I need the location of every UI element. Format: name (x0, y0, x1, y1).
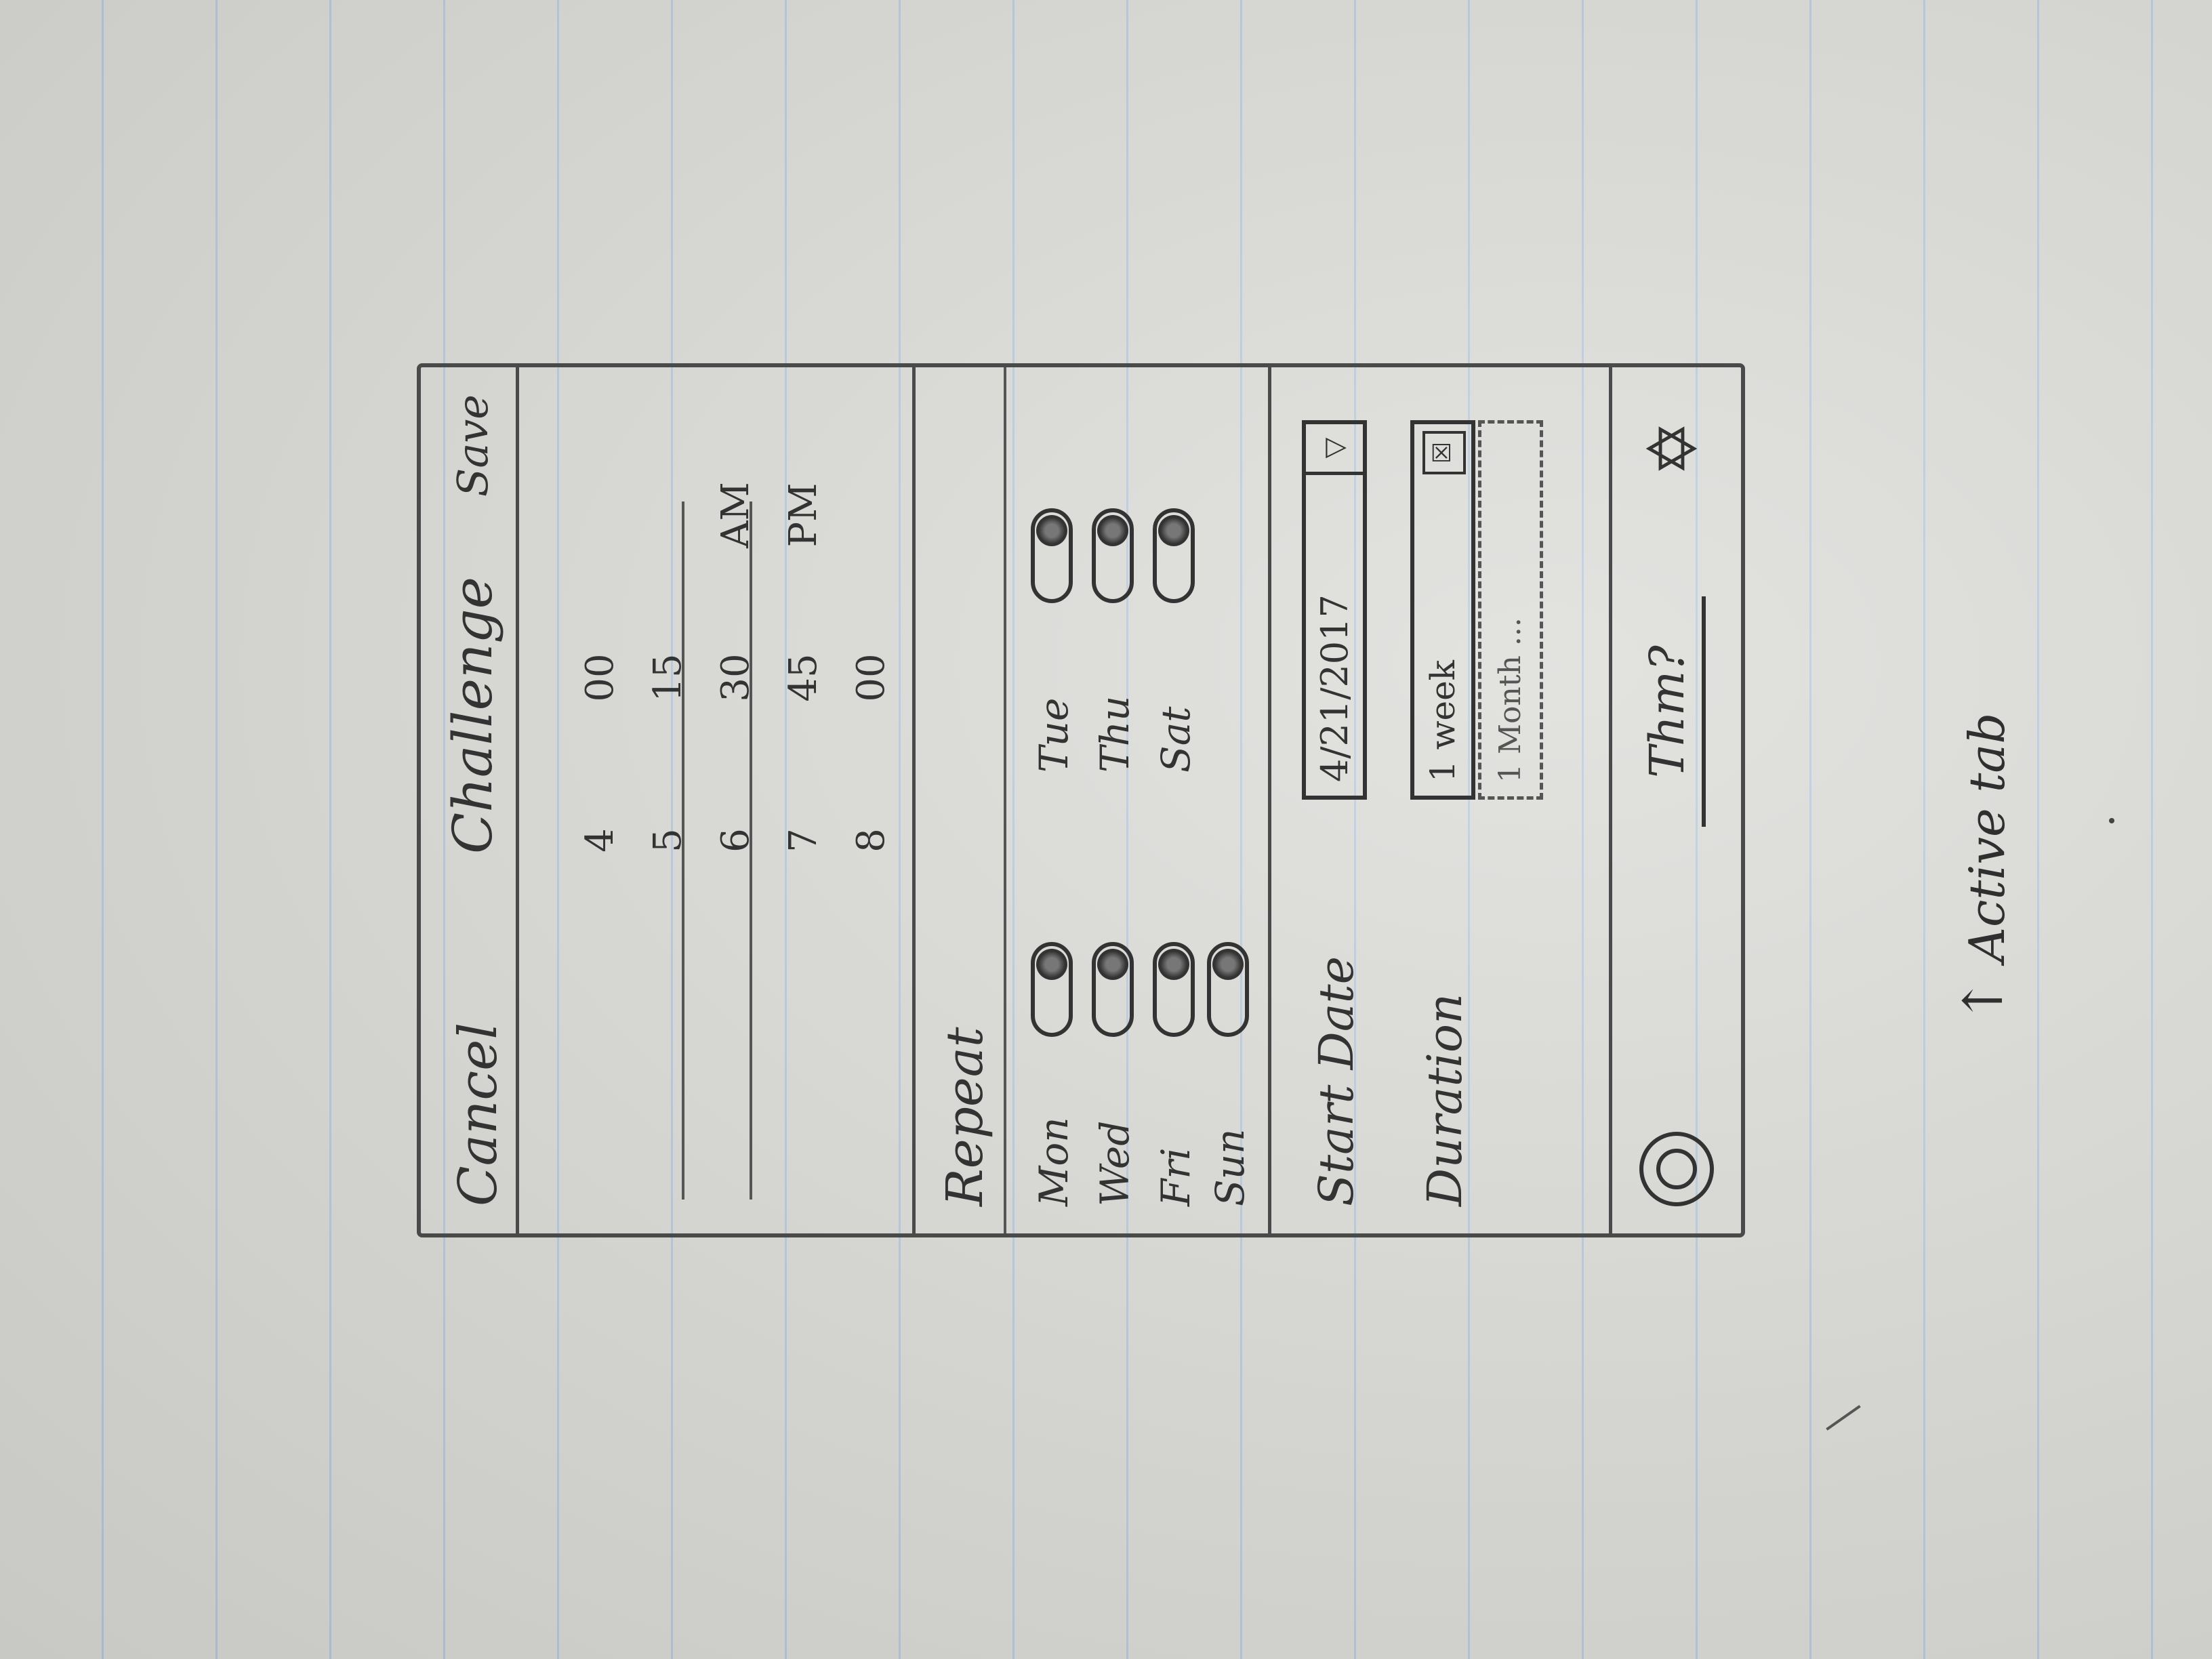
phone-sketch: Cancel Challenge Save 4 5 6 7 8 00 15 30… (417, 363, 1745, 1237)
repeat-label: Repeat (936, 1027, 994, 1206)
toggle-knob (1036, 949, 1067, 980)
day-label: Wed (1092, 1120, 1138, 1206)
pencil-dot (2109, 818, 2114, 823)
annotation-note: Active tab (1959, 712, 2015, 962)
minute-option-selected[interactable]: 30 (714, 653, 758, 702)
meridiem-option[interactable]: PM (781, 483, 825, 548)
toggle-thu[interactable] (1092, 508, 1134, 603)
tab-active[interactable]: Thm? (1639, 596, 1706, 827)
start-date-field[interactable]: 4/21/2017 ▽ (1302, 420, 1367, 800)
start-date-label: Start Date (1309, 956, 1364, 1206)
hour-option[interactable]: 7 (781, 828, 825, 853)
time-picker[interactable]: 4 5 6 7 8 00 15 30 45 00 AM PM (519, 367, 916, 1233)
minute-wheel[interactable]: 00 15 30 45 00 (567, 637, 905, 718)
toggle-sun[interactable] (1207, 942, 1249, 1037)
duration-field[interactable]: 1 week ☒ (1410, 420, 1475, 800)
toggle-knob (1158, 515, 1189, 546)
save-button[interactable]: Save (448, 394, 497, 497)
meridiem-option-selected[interactable]: AM (714, 482, 758, 548)
page-title: Challenge (441, 576, 504, 854)
minute-option[interactable]: 00 (578, 653, 622, 702)
toggle-tue[interactable] (1031, 508, 1073, 603)
minute-option[interactable]: 15 (646, 653, 690, 702)
toggle-mon[interactable] (1031, 942, 1073, 1037)
toggle-wed[interactable] (1092, 942, 1134, 1037)
start-date-value: 4/21/2017 (1313, 594, 1356, 782)
day-label: Thu (1092, 695, 1138, 773)
duration-dropdown-option[interactable]: 1 Month ... (1478, 420, 1543, 800)
duration-label: Duration (1417, 993, 1473, 1206)
minute-option[interactable]: 00 (849, 653, 893, 702)
repeat-section: Repeat Mon Tue Wed Thu Fri Sat Sun (916, 367, 1271, 1233)
day-label: Mon (1031, 1117, 1077, 1206)
toggle-knob (1097, 949, 1128, 980)
day-label: Sat (1153, 706, 1199, 773)
hour-option-selected[interactable]: 6 (714, 828, 758, 853)
toggle-knob (1097, 515, 1128, 546)
duration-value: 1 week (1423, 660, 1462, 782)
clear-icon[interactable]: ☒ (1422, 431, 1466, 474)
header-bar: Cancel Challenge Save (421, 367, 519, 1233)
toggle-knob (1158, 949, 1189, 980)
hour-option[interactable]: 8 (849, 828, 893, 853)
hour-option[interactable]: 5 (646, 828, 690, 853)
day-label: Fri (1153, 1147, 1199, 1206)
toggle-sat[interactable] (1153, 508, 1195, 603)
tab-bar: Thm? ✡ (1609, 367, 1741, 1233)
toggle-knob (1036, 515, 1067, 546)
arrow-icon: ↑ (1952, 977, 2015, 1023)
dropdown-arrow-icon[interactable]: ▽ (1306, 424, 1363, 475)
day-label: Tue (1031, 697, 1077, 773)
day-label: Sun (1207, 1128, 1253, 1206)
repeat-divider (1004, 367, 1006, 1233)
annotation: ↑ Active tab (1837, 713, 2175, 1023)
star-icon[interactable]: ✡ (1633, 420, 1713, 477)
cancel-button[interactable]: Cancel (448, 1022, 509, 1206)
challenge-settings: Start Date 4/21/2017 ▽ Duration 1 week ☒… (1275, 367, 1627, 1233)
minute-option[interactable]: 45 (781, 653, 825, 702)
toggle-knob (1212, 949, 1244, 980)
hour-option[interactable]: 4 (578, 828, 622, 853)
tab-target[interactable] (1639, 1125, 1721, 1206)
target-icon-inner (1656, 1149, 1697, 1189)
hour-wheel[interactable]: 4 5 6 7 8 (567, 800, 905, 881)
meridiem-wheel[interactable]: AM PM (702, 474, 838, 556)
toggle-fri[interactable] (1153, 942, 1195, 1037)
